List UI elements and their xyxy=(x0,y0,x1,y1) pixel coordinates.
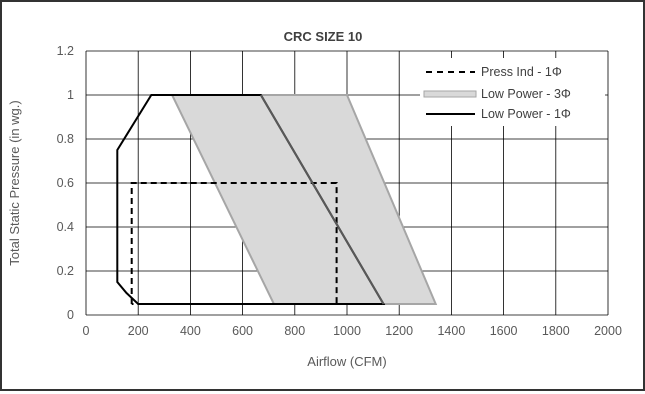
y-tick-label: 1 xyxy=(67,88,74,102)
y-tick-label: 0 xyxy=(67,308,74,322)
x-tick-label: 1600 xyxy=(490,324,518,338)
legend-swatch-low-power-3-phase xyxy=(424,91,476,97)
x-axis-title: Airflow (CFM) xyxy=(307,354,386,369)
x-tick-label: 400 xyxy=(180,324,201,338)
y-tick-label: 1.2 xyxy=(57,44,74,58)
x-tick-label: 1200 xyxy=(385,324,413,338)
chart-legend: Press Ind - 1Φ Low Power - 3Φ Low Power … xyxy=(420,58,605,126)
x-tick-label: 1000 xyxy=(333,324,361,338)
series-low-power-3phase xyxy=(172,95,436,304)
x-tick-label: 0 xyxy=(83,324,90,338)
y-tick-label: 0.6 xyxy=(57,176,74,190)
legend-label-low-power-3-phase: Low Power - 3Φ xyxy=(481,87,571,101)
y-axis-ticks: 0 0.2 0.4 0.6 0.8 1 1.2 xyxy=(57,44,74,322)
y-axis-title: Total Static Pressure (in wg.) xyxy=(7,100,22,265)
x-tick-label: 800 xyxy=(284,324,305,338)
y-tick-label: 0.2 xyxy=(57,264,74,278)
x-tick-label: 200 xyxy=(128,324,149,338)
x-tick-label: 1800 xyxy=(542,324,570,338)
x-axis-ticks: 0 200 400 600 800 1000 1200 1400 1600 1800 2000 xyxy=(83,324,622,338)
x-tick-label: 1400 xyxy=(437,324,465,338)
y-tick-label: 0.4 xyxy=(57,220,74,234)
chart-svg: CRC SIZE 10 0 200 400 600 800 1000 1200 1400 160… xyxy=(2,2,643,389)
legend-label-press-ind-1-phase: Press Ind - 1Φ xyxy=(481,65,562,79)
chart-title: CRC SIZE 10 xyxy=(284,29,363,44)
legend-label-low-power-1-phase: Low Power - 1Φ xyxy=(481,107,571,121)
x-tick-label: 600 xyxy=(232,324,253,338)
x-tick-label: 2000 xyxy=(594,324,622,338)
y-tick-label: 0.8 xyxy=(57,132,74,146)
series-layer xyxy=(117,95,435,304)
